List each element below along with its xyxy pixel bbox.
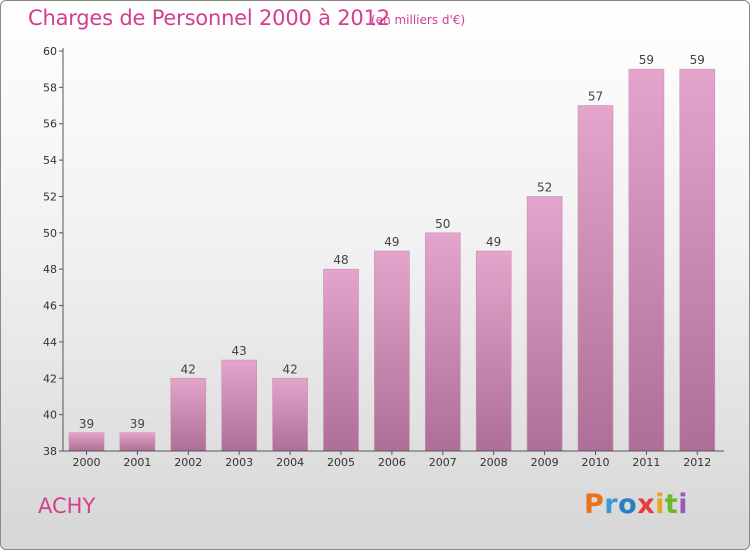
bar-2010 — [577, 105, 614, 452]
x-tick-label-2004: 2004 — [276, 456, 304, 469]
y-tick-label-50: 50 — [43, 227, 57, 240]
chart-title: Charges de Personnel 2000 à 2012 — [28, 6, 390, 30]
data-label-2000: 39 — [79, 417, 94, 431]
logo-letter: t — [664, 489, 679, 520]
y-tick-label-42: 42 — [43, 372, 57, 385]
y-tick-label-40: 40 — [43, 409, 57, 422]
x-tick-label-2006: 2006 — [378, 456, 406, 469]
x-tick-label-2003: 2003 — [225, 456, 253, 469]
y-tick-label-46: 46 — [43, 300, 57, 313]
y-tick-label-58: 58 — [43, 81, 57, 94]
x-tick-label-2007: 2007 — [429, 456, 457, 469]
logo-letter: P — [584, 489, 605, 520]
commune-name: ACHY — [38, 494, 96, 518]
unit-note: (en milliers d'€) — [371, 13, 466, 27]
x-tick-label-2001: 2001 — [123, 456, 151, 469]
x-tick-label-2000: 2000 — [73, 456, 101, 469]
data-label-2012: 59 — [690, 53, 705, 67]
y-tick-label-60: 60 — [43, 45, 57, 58]
logo-letter: i — [655, 489, 665, 520]
y-tick-label-44: 44 — [43, 336, 57, 349]
bar-2009 — [526, 196, 563, 452]
x-tick-label-2002: 2002 — [174, 456, 202, 469]
x-tick-label-2010: 2010 — [582, 456, 610, 469]
logo-letter: o — [618, 489, 638, 520]
data-label-2004: 42 — [282, 362, 297, 376]
data-label-2008: 49 — [486, 235, 501, 249]
y-tick-label-52: 52 — [43, 190, 57, 203]
x-tick-label-2011: 2011 — [632, 456, 660, 469]
bar-2002 — [170, 377, 207, 452]
data-label-2003: 43 — [232, 344, 247, 358]
logo-letter: r — [604, 489, 619, 520]
logo-letter: i — [678, 489, 689, 520]
bar-2005 — [323, 268, 359, 452]
bar-2011 — [628, 68, 665, 452]
y-tick-label-48: 48 — [43, 263, 57, 276]
x-tick-label-2009: 2009 — [531, 456, 559, 469]
y-tick-label-54: 54 — [43, 154, 57, 167]
bar-2004 — [272, 377, 308, 452]
x-tick-label-2008: 2008 — [480, 456, 508, 469]
data-label-2011: 59 — [639, 53, 654, 67]
bar-2000 — [68, 432, 105, 452]
bar-2003 — [221, 359, 257, 452]
data-label-2005: 48 — [333, 253, 348, 267]
bar-2007 — [424, 232, 461, 452]
y-tick-label-38: 38 — [43, 445, 57, 458]
bar-2006 — [374, 250, 410, 452]
data-label-2002: 42 — [181, 362, 196, 376]
x-tick-label-2012: 2012 — [683, 456, 711, 469]
data-label-2009: 52 — [537, 180, 552, 194]
bar-2001 — [119, 432, 156, 452]
logo-letter: x — [637, 489, 656, 520]
y-tick-label-56: 56 — [43, 118, 57, 131]
proxiti-logo: Proxiti — [584, 489, 688, 520]
bar-2008 — [475, 250, 512, 452]
bar-2012 — [679, 68, 716, 452]
data-label-2007: 50 — [435, 217, 450, 231]
x-tick-label-2005: 2005 — [327, 456, 355, 469]
data-label-2010: 57 — [588, 90, 603, 104]
data-label-2001: 39 — [130, 417, 145, 431]
data-label-2006: 49 — [384, 235, 399, 249]
